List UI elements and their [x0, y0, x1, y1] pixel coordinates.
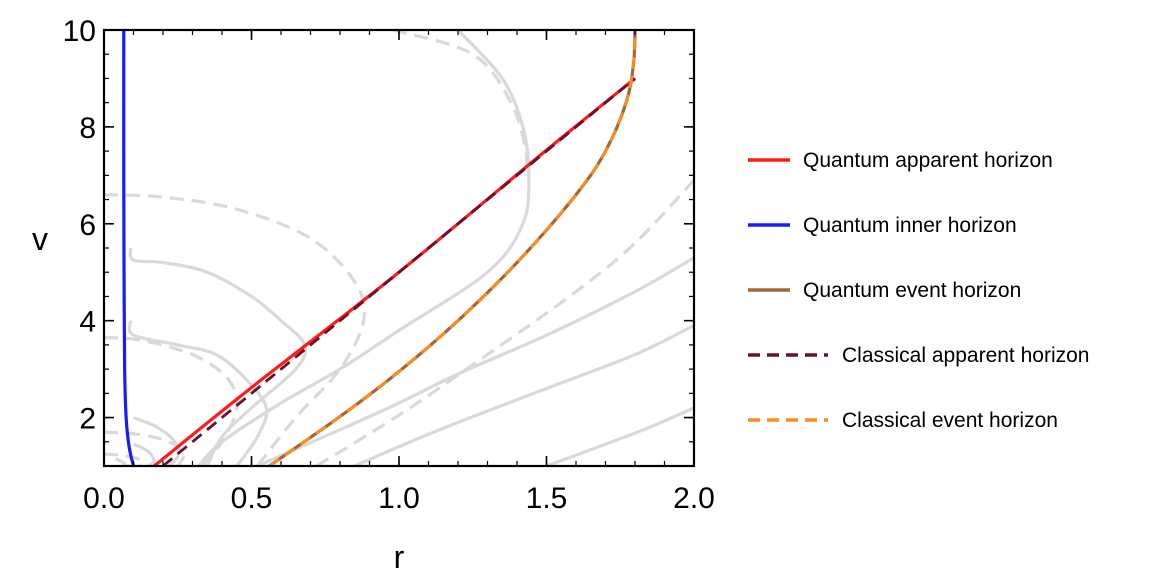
legend-item-3: Classical apparent horizon — [748, 344, 1089, 367]
y-axis-label: v — [32, 221, 48, 257]
legend-label: Classical event horizon — [842, 409, 1058, 432]
background-curve-1 — [354, 324, 694, 466]
background-curve-0 — [256, 256, 694, 466]
series-line-1 — [122, 30, 136, 466]
background-curve-6 — [128, 247, 308, 466]
legend-label: Classical apparent horizon — [842, 344, 1089, 367]
series-layer — [122, 30, 637, 466]
legend-item-1: Quantum inner horizon — [748, 214, 1017, 237]
ticks: 0.0 0.5 1.0 1.5 2.0 2 4 6 8 10 — [63, 15, 715, 515]
y-tick-label: 6 — [79, 209, 96, 242]
series-line-4 — [268, 30, 637, 466]
background-curve-9 — [104, 336, 239, 466]
x-tick-label: 1.0 — [378, 482, 420, 515]
y-tick-label: 4 — [79, 306, 96, 339]
background-curve-13 — [104, 452, 145, 466]
legend-item-2: Quantum event horizon — [748, 279, 1021, 302]
legend-label: Quantum apparent horizon — [803, 149, 1053, 172]
series-line-3 — [162, 77, 636, 466]
y-tick-label: 2 — [79, 403, 96, 436]
legend-item-0: Quantum apparent horizon — [748, 149, 1053, 172]
background-curve-8 — [127, 320, 269, 466]
legend-item-4: Classical event horizon — [748, 409, 1058, 432]
plot-frame — [102, 28, 696, 468]
legend-label: Quantum event horizon — [803, 279, 1021, 302]
x-tick-label: 0.0 — [83, 482, 125, 515]
legend: Quantum apparent horizon Quantum inner ho… — [748, 149, 1089, 432]
y-tick-label: 8 — [79, 112, 96, 145]
background-curve-7 — [104, 193, 367, 466]
background-curve-3 — [315, 179, 694, 466]
background-curve-2 — [545, 406, 694, 466]
y-tick-label: 10 — [63, 15, 96, 48]
background-curve-5 — [392, 30, 529, 176]
legend-label: Quantum inner horizon — [803, 214, 1017, 237]
x-tick-label: 0.5 — [231, 482, 273, 515]
background-curve-12 — [132, 442, 156, 466]
x-axis-label: r — [394, 539, 405, 575]
background-curves — [104, 30, 694, 466]
x-tick-label: 2.0 — [673, 482, 715, 515]
x-tick-label: 1.5 — [526, 482, 568, 515]
background-curve-10 — [132, 416, 180, 466]
